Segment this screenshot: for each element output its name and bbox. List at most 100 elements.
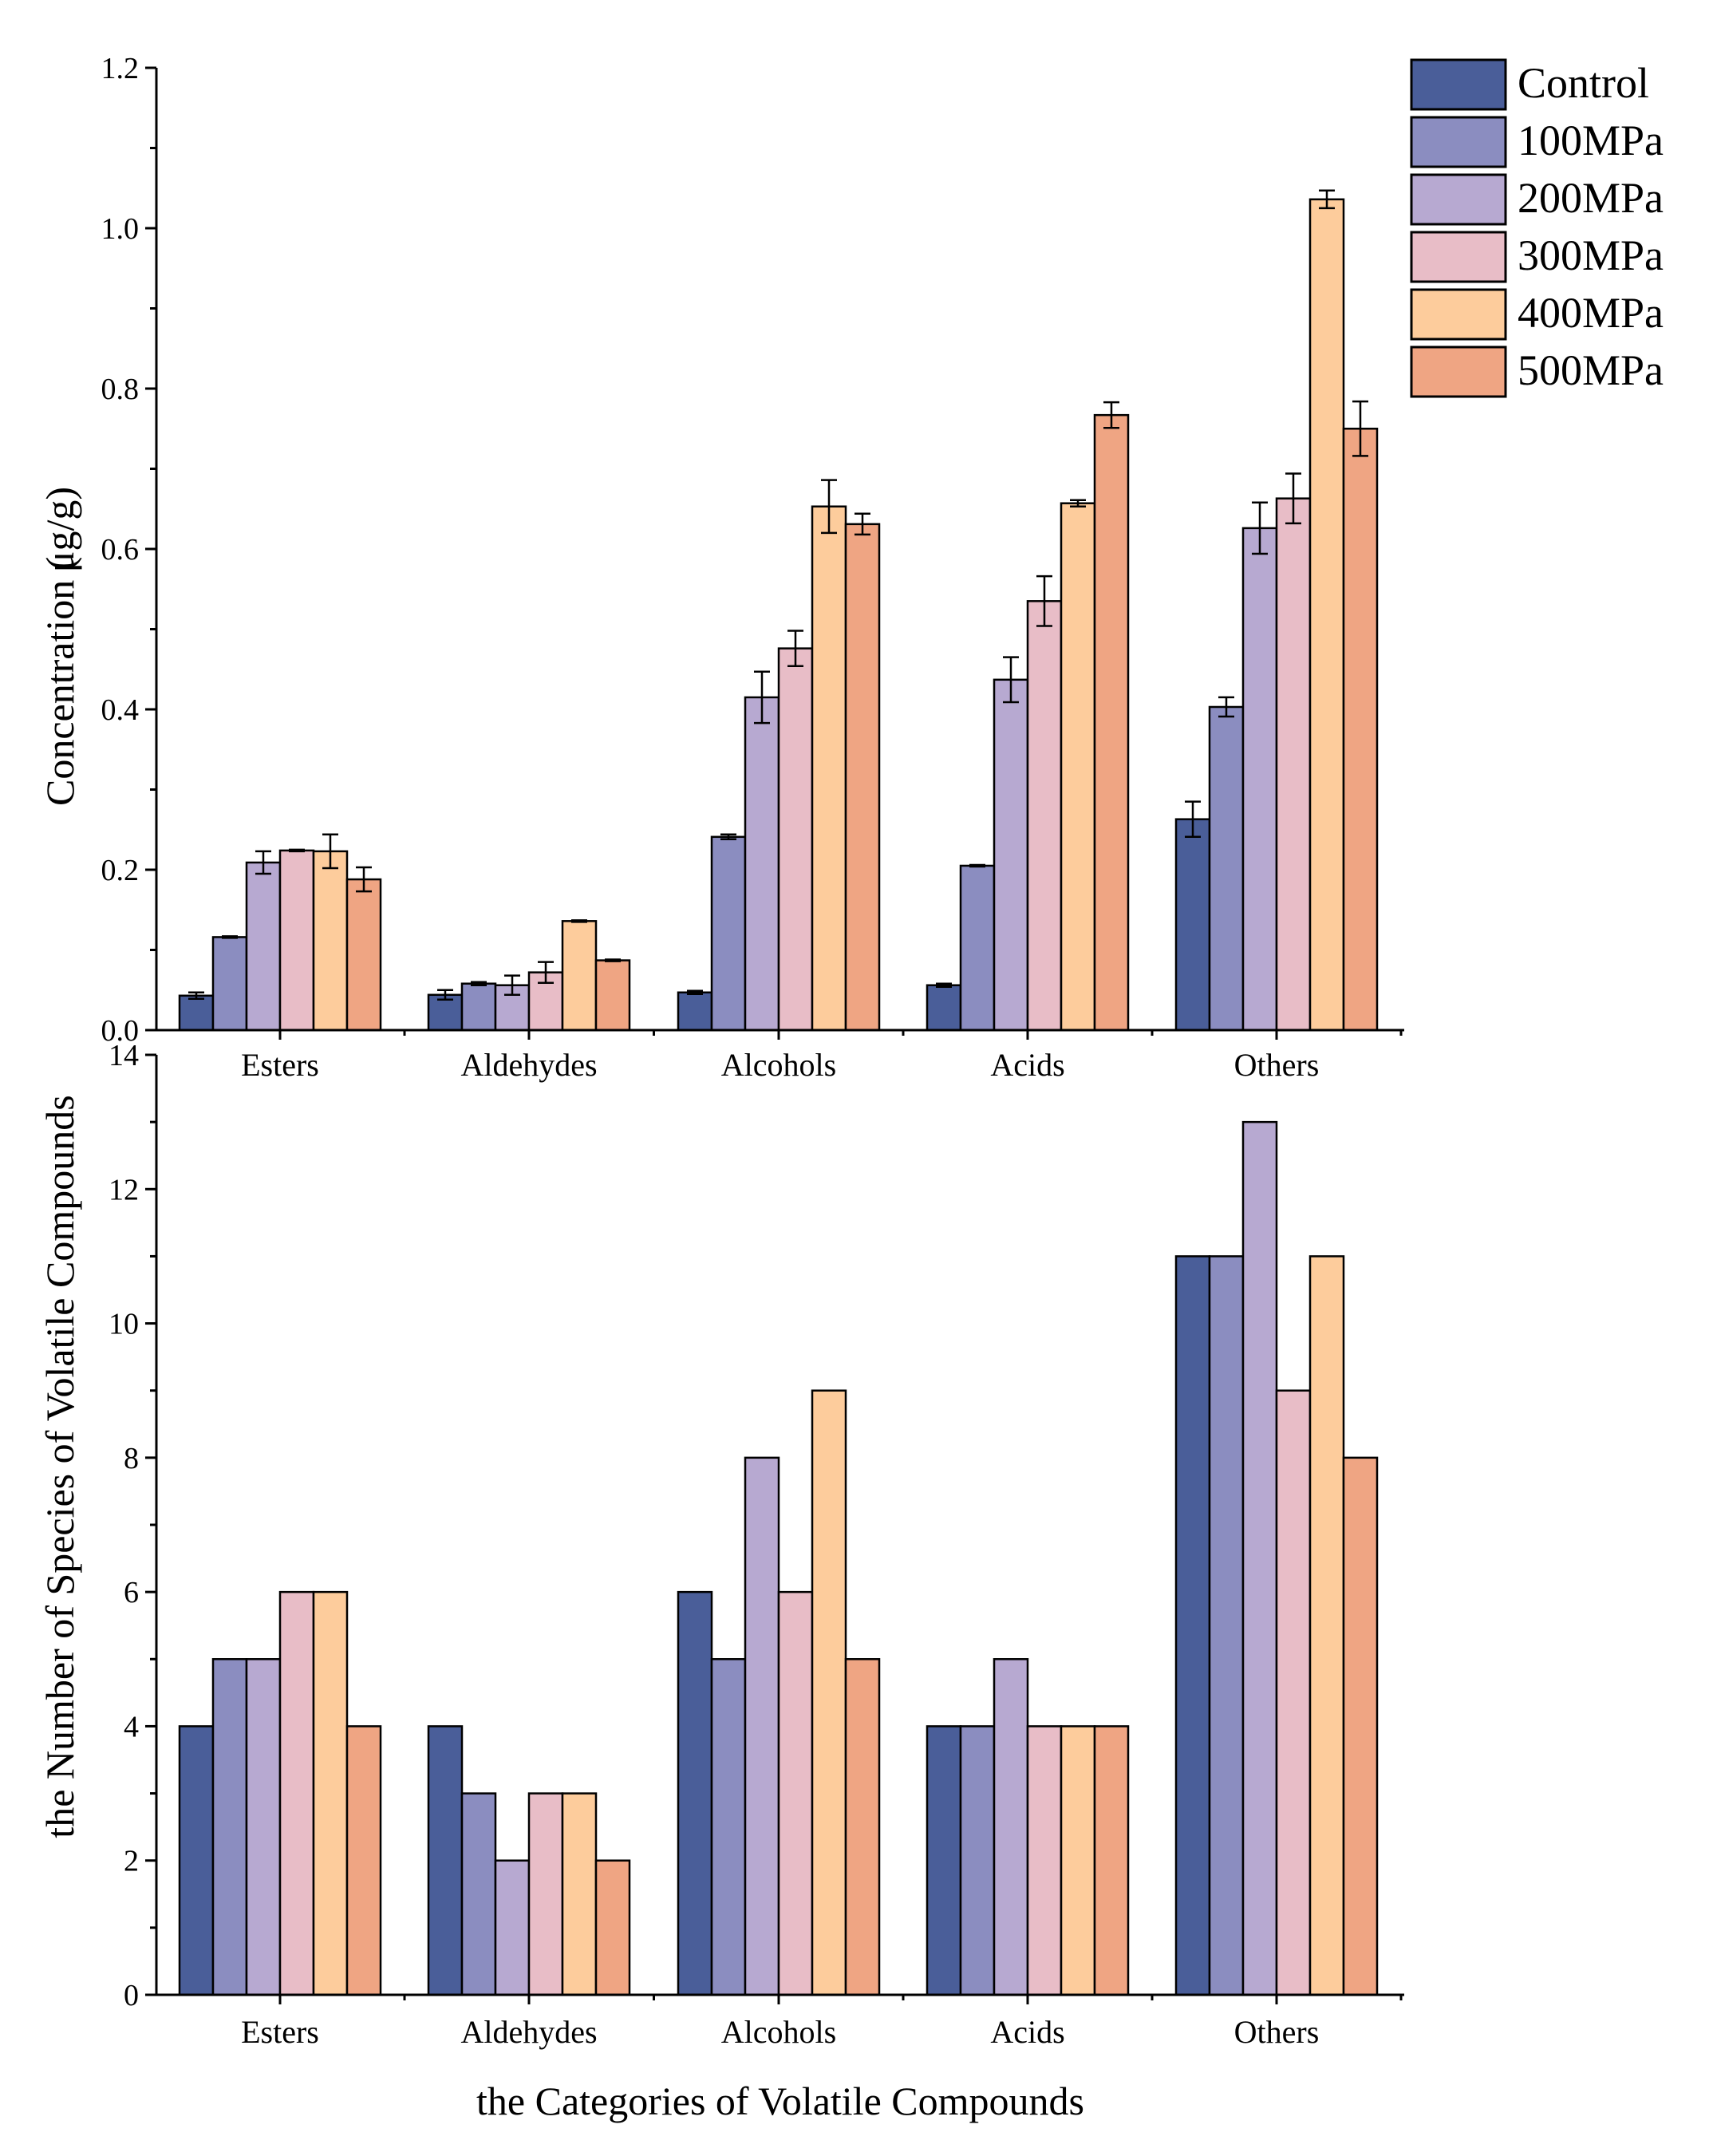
- bar-100mpa-alcohols: [710, 835, 747, 1032]
- y-tick-label: 12: [109, 1173, 139, 1206]
- x-category-label: Others: [1234, 1047, 1320, 1083]
- bar-200mpa-others: [1241, 527, 1278, 1032]
- x-category-label: Aldehydes: [460, 1047, 597, 1083]
- bar-500mpa-aldehydes: [594, 1859, 631, 1996]
- bar-400mpa-acids: [1060, 502, 1096, 1032]
- bar-300mpa-others: [1275, 1389, 1312, 1996]
- error-bar-200mpa-esters: [255, 850, 271, 875]
- y-tick-label: 0.0: [101, 1014, 140, 1048]
- error-bar-300mpa-others: [1285, 472, 1301, 525]
- bar-control-alcohols: [677, 1590, 713, 1996]
- error-bar-100mpa-esters: [222, 935, 238, 939]
- legend-item-300mpa: 300MPa: [1410, 231, 1664, 283]
- bar-200mpa-esters: [245, 1658, 282, 1996]
- error-bar-control-esters: [188, 991, 204, 1001]
- y-tick-label: 14: [109, 1039, 139, 1072]
- x-category-label: Alcohols: [721, 1047, 836, 1083]
- species-y-axis-title: the Number of Species of Volatile Compou…: [37, 1095, 82, 1838]
- error-bar-400mpa-acids: [1070, 499, 1086, 507]
- error-bar-300mpa-alcohols: [787, 630, 803, 667]
- legend-swatch: [1410, 173, 1507, 226]
- error-bar-200mpa-others: [1252, 501, 1268, 555]
- error-bar-500mpa-esters: [356, 866, 372, 893]
- legend-item-500mpa: 500MPa: [1410, 346, 1664, 398]
- legend-label: 300MPa: [1518, 231, 1664, 279]
- error-bar-500mpa-alcohols: [855, 512, 870, 536]
- bar-500mpa-others: [1342, 428, 1379, 1032]
- y-tick-label: 2: [124, 1845, 139, 1878]
- error-bar-400mpa-alcohols: [821, 479, 837, 535]
- legend-label: Control: [1518, 59, 1649, 107]
- legend-swatch: [1410, 346, 1507, 398]
- x-category-label: Aldehydes: [460, 2014, 597, 2050]
- bar-control-aldehydes: [427, 1725, 464, 1996]
- legend: Control 100MPa 200MPa 300MPa 400MPa 500MPa: [1410, 58, 1664, 398]
- legend-label: 500MPa: [1518, 346, 1664, 394]
- legend-swatch: [1410, 288, 1507, 341]
- legend-swatch: [1410, 58, 1507, 111]
- bar-200mpa-alcohols: [744, 1456, 780, 1996]
- x-category-label: Acids: [990, 2014, 1064, 2050]
- bar-300mpa-esters: [278, 1590, 315, 1996]
- bar-400mpa-aldehydes: [561, 920, 598, 1032]
- species-bars: [178, 1120, 1379, 1996]
- bar-300mpa-others: [1275, 497, 1312, 1032]
- bar-500mpa-esters: [345, 1725, 382, 1996]
- concentration-error-bars: [188, 189, 1368, 1001]
- legend-item-100mpa: 100MPa: [1410, 116, 1664, 168]
- bar-200mpa-acids: [993, 1658, 1029, 1996]
- bar-300mpa-alcohols: [777, 647, 814, 1032]
- error-bar-100mpa-alcohols: [720, 833, 736, 841]
- y-tick-label: 0.2: [101, 854, 140, 887]
- bar-control-others: [1174, 1255, 1211, 1996]
- x-category-label: Esters: [241, 2014, 319, 2050]
- bar-500mpa-acids: [1093, 1725, 1130, 1996]
- concentration-ticks: 0.0 0.2 0.4 0.6 0.8 1.0 1.2 Esters Aldehydes Alco…: [101, 52, 1403, 1083]
- species-ticks: 0 2 4 6 8 10 12 14 Esters Aldehydes Alcohols Acids O…: [109, 1039, 1403, 2050]
- bar-control-esters: [178, 1725, 215, 1996]
- error-bar-300mpa-acids: [1036, 575, 1052, 627]
- error-bar-100mpa-others: [1218, 696, 1234, 718]
- y-tick-label: 4: [124, 1710, 139, 1743]
- legend-label: 400MPa: [1518, 289, 1664, 337]
- bar-200mpa-alcohols: [744, 696, 780, 1032]
- error-bar-300mpa-esters: [289, 848, 305, 853]
- bar-100mpa-acids: [959, 864, 996, 1032]
- bar-400mpa-esters: [312, 1590, 349, 1996]
- legend-swatch: [1410, 116, 1507, 168]
- x-axis-title: the Categories of Volatile Compounds: [476, 2079, 1084, 2123]
- bar-300mpa-acids: [1026, 600, 1063, 1032]
- bar-500mpa-others: [1342, 1456, 1379, 1996]
- error-bar-400mpa-esters: [322, 833, 338, 870]
- y-tick-label: 1.2: [101, 52, 140, 85]
- bar-400mpa-alcohols: [811, 505, 847, 1032]
- concentration-chart: 0.0 0.2 0.4 0.6 0.8 1.0 1.2 Esters Aldehydes Alco…: [37, 52, 1404, 1083]
- bar-100mpa-acids: [959, 1725, 996, 1996]
- error-bar-500mpa-others: [1352, 400, 1368, 457]
- error-bar-500mpa-acids: [1103, 401, 1119, 429]
- bar-100mpa-others: [1208, 1255, 1245, 1996]
- bar-400mpa-others: [1308, 1255, 1345, 1996]
- bar-500mpa-acids: [1093, 413, 1130, 1032]
- bar-500mpa-alcohols: [844, 523, 881, 1032]
- error-bar-400mpa-aldehydes: [571, 919, 587, 923]
- bar-100mpa-aldehydes: [460, 1792, 497, 1996]
- bar-300mpa-acids: [1026, 1725, 1063, 1996]
- x-category-label: Acids: [990, 1047, 1064, 1083]
- bar-100mpa-others: [1208, 705, 1245, 1032]
- bar-400mpa-aldehydes: [561, 1792, 598, 1996]
- bar-200mpa-others: [1241, 1120, 1278, 1996]
- concentration-y-axis-title-unit: μg/g): [37, 487, 82, 572]
- y-tick-label: 0.4: [101, 693, 140, 727]
- bar-100mpa-alcohols: [710, 1658, 747, 1996]
- bar-500mpa-alcohols: [844, 1658, 881, 1996]
- y-tick-label: 8: [124, 1442, 139, 1475]
- legend-item-200mpa: 200MPa: [1410, 173, 1664, 226]
- error-bar-control-alcohols: [687, 989, 703, 996]
- bar-400mpa-alcohols: [811, 1389, 847, 1996]
- bar-500mpa-aldehydes: [594, 959, 631, 1032]
- bar-200mpa-aldehydes: [494, 1859, 531, 1996]
- bar-300mpa-aldehydes: [527, 1792, 564, 1996]
- bar-400mpa-esters: [312, 850, 349, 1032]
